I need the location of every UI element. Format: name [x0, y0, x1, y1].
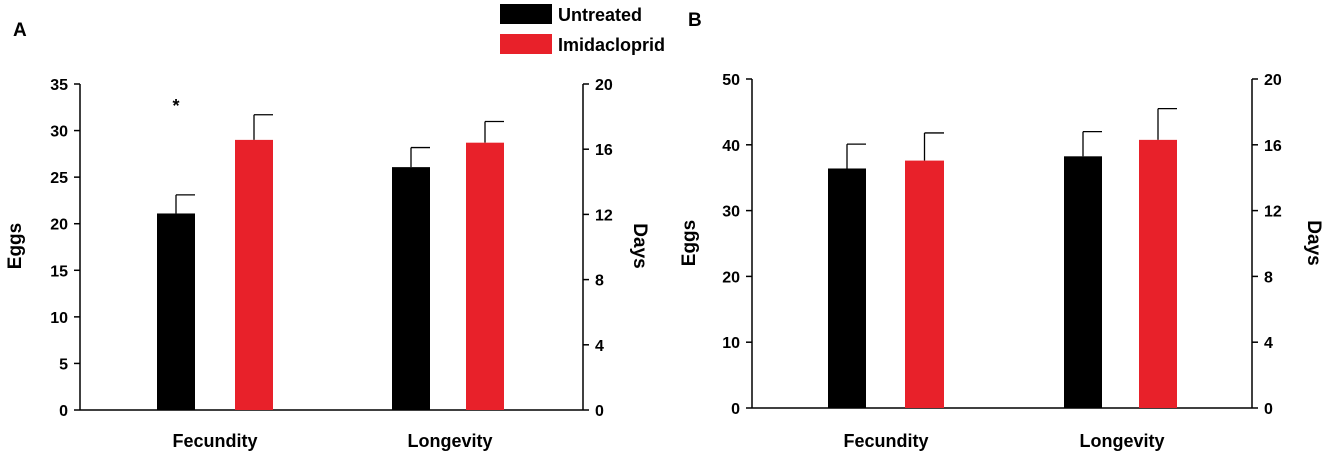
right-tick-label: 8: [1264, 269, 1273, 286]
panel-label-a: A: [13, 20, 27, 41]
left-tick-label: 0: [731, 401, 740, 418]
panel-b-category-fecundity: Fecundity: [843, 431, 928, 451]
bar-untreated-fecundity: [828, 168, 866, 408]
legend-label-untreated: Untreated: [558, 5, 642, 25]
bar-untreated-longevity: [392, 167, 430, 410]
right-tick-label: 0: [1264, 401, 1273, 418]
left-tick-label: 20: [50, 217, 68, 234]
significance-asterisk: *: [172, 96, 179, 116]
right-tick-label: 8: [595, 273, 604, 290]
right-tick-label: 20: [595, 77, 613, 94]
right-tick-label: 12: [595, 207, 613, 224]
panel-a-right-axis-title: Days: [629, 223, 650, 268]
bar-imidacloprid-fecundity: [905, 160, 944, 408]
panel-b-left-axis-title: Eggs: [679, 220, 700, 266]
panel-label-b: B: [688, 10, 702, 31]
left-tick-label: 10: [50, 310, 68, 327]
left-tick-label: 50: [722, 72, 740, 89]
right-tick-label: 16: [595, 142, 613, 159]
left-tick-label: 40: [722, 138, 740, 155]
panel-a-category-fecundity: Fecundity: [172, 431, 257, 451]
left-tick-label: 20: [722, 269, 740, 286]
left-tick-label: 35: [50, 77, 68, 94]
right-tick-label: 4: [595, 338, 604, 355]
left-tick-label: 0: [59, 403, 68, 420]
left-tick-label: 30: [50, 124, 68, 141]
bar-untreated-fecundity: [157, 213, 195, 410]
bar-imidacloprid-longevity: [466, 142, 504, 410]
panel-b-right-axis-title: Days: [1303, 220, 1324, 265]
panel-a-left-axis-title: Eggs: [5, 223, 26, 269]
right-tick-label: 16: [1264, 138, 1282, 155]
left-tick-label: 10: [722, 335, 740, 352]
bar-imidacloprid-longevity: [1139, 139, 1177, 409]
right-tick-label: 12: [1264, 204, 1282, 221]
legend-label-imidacloprid: Imidacloprid: [558, 35, 665, 55]
panel-a-category-longevity: Longevity: [407, 431, 492, 451]
left-tick-label: 15: [50, 263, 68, 280]
panel-a-plot: 0 5 10 15 20 25 30 35 0 4 8 12 16 20 *: [50, 77, 613, 420]
left-tick-label: 25: [50, 170, 68, 187]
right-tick-label: 4: [1264, 335, 1273, 352]
right-tick-label: 0: [595, 403, 604, 420]
bar-untreated-longevity: [1064, 156, 1102, 408]
legend-swatch-imidacloprid: [500, 34, 552, 54]
panel-b-plot: 0 10 20 30 40 50 0 4 8 12 16 20: [722, 72, 1282, 418]
bar-imidacloprid-fecundity: [235, 139, 273, 410]
left-tick-label: 5: [59, 356, 68, 373]
legend-swatch-untreated: [500, 4, 552, 24]
right-tick-label: 20: [1264, 72, 1282, 89]
left-tick-label: 30: [722, 204, 740, 221]
panel-b-category-longevity: Longevity: [1079, 431, 1164, 451]
legend: Untreated Imidacloprid: [500, 4, 665, 55]
